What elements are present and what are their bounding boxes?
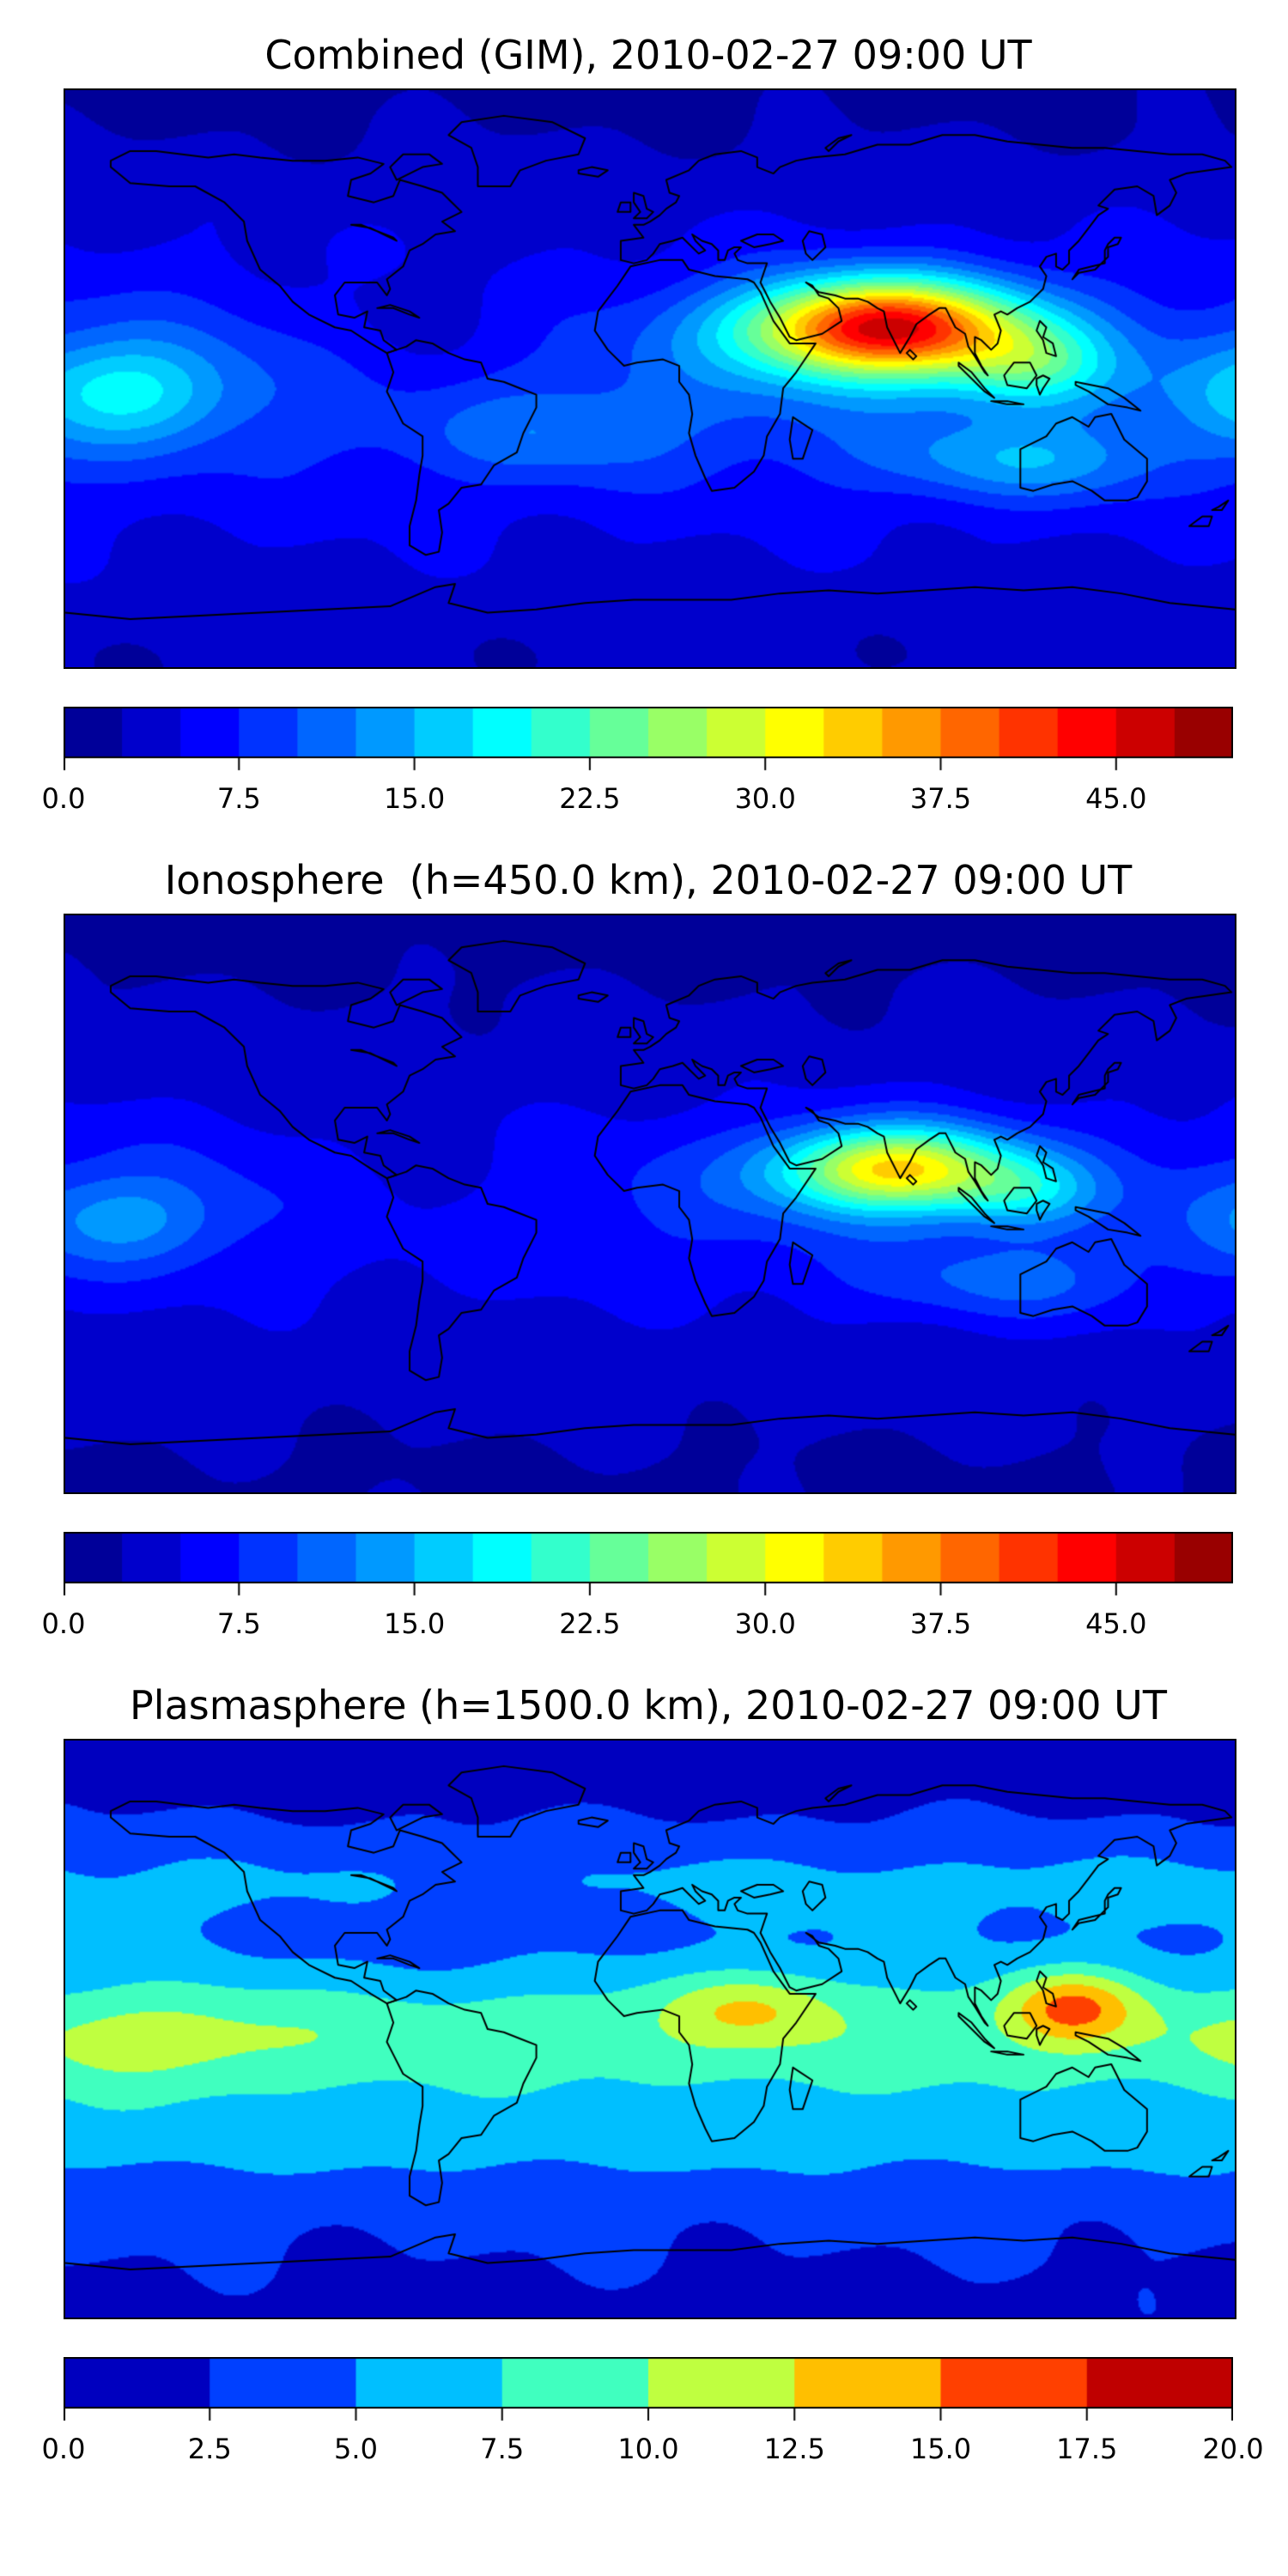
colorbar-tick-label: 22.5 <box>559 781 621 815</box>
map-title-plasmasphere: Plasmasphere (h=1500.0 km), 2010-02-27 0… <box>130 1681 1167 1728</box>
colorbar-tick-label: 10.0 <box>617 2432 679 2465</box>
colorbar-tick-label: 7.5 <box>216 781 261 815</box>
map-title-ionosphere: Ionosphere (h=450.0 km), 2010-02-27 09:0… <box>164 856 1133 903</box>
world-map-combined <box>64 88 1236 669</box>
colorbar-tick-label: 30.0 <box>734 781 796 815</box>
colorbar-ticks-ionosphere: 0.0 7.5 15.0 22.5 30.0 37.5 45.0 <box>42 1601 1233 1640</box>
colorbar-tick-label: 15.0 <box>909 2432 972 2465</box>
colorbar-combined <box>64 706 1233 775</box>
colorbar-tick-label: 22.5 <box>559 1607 621 1640</box>
world-map-plasmasphere <box>64 1738 1236 2319</box>
colorbar-ticks-combined: 0.0 7.5 15.0 22.5 30.0 37.5 45.0 <box>42 775 1233 815</box>
colorbar-tick-label: 12.5 <box>763 2432 825 2465</box>
colorbar-ionosphere <box>64 1531 1233 1601</box>
map-title-combined: Combined (GIM), 2010-02-27 09:00 UT <box>264 32 1032 78</box>
colorbar-tick-label: 5.0 <box>334 2432 378 2465</box>
colorbar-tick-label: 37.5 <box>909 781 972 815</box>
colorbar-tick-label: 45.0 <box>1085 781 1147 815</box>
colorbar-tick-label: 7.5 <box>216 1607 261 1640</box>
colorbar-tick-label: 15.0 <box>383 1607 446 1640</box>
colorbar-tick-label: 7.5 <box>480 2432 525 2465</box>
world-map-ionosphere <box>64 913 1236 1494</box>
colorbar-ticks-plasmasphere: 0.0 2.5 5.0 7.5 10.0 12.5 15.0 17.5 20.0 <box>42 2426 1264 2465</box>
colorbar-plasmasphere <box>64 2356 1233 2426</box>
panel-combined-gim: Combined (GIM), 2010-02-27 09:00 UT 0.0 7… <box>42 32 1236 815</box>
colorbar-tick-label: 0.0 <box>41 2432 86 2465</box>
colorbar-tick-label: 30.0 <box>734 1607 796 1640</box>
colorbar-tick-label: 2.5 <box>187 2432 232 2465</box>
figure: Combined (GIM), 2010-02-27 09:00 UT 0.0 7… <box>42 0 1264 2465</box>
colorbar-tick-label: 0.0 <box>41 781 86 815</box>
panel-plasmasphere: Plasmasphere (h=1500.0 km), 2010-02-27 0… <box>42 1681 1264 2465</box>
panel-ionosphere: Ionosphere (h=450.0 km), 2010-02-27 09:0… <box>42 856 1236 1640</box>
colorbar-tick-label: 15.0 <box>383 781 446 815</box>
colorbar-tick-label: 20.0 <box>1202 2432 1264 2465</box>
colorbar-tick-label: 17.5 <box>1056 2432 1118 2465</box>
colorbar-tick-label: 37.5 <box>909 1607 972 1640</box>
colorbar-tick-label: 45.0 <box>1085 1607 1147 1640</box>
colorbar-tick-label: 0.0 <box>41 1607 86 1640</box>
